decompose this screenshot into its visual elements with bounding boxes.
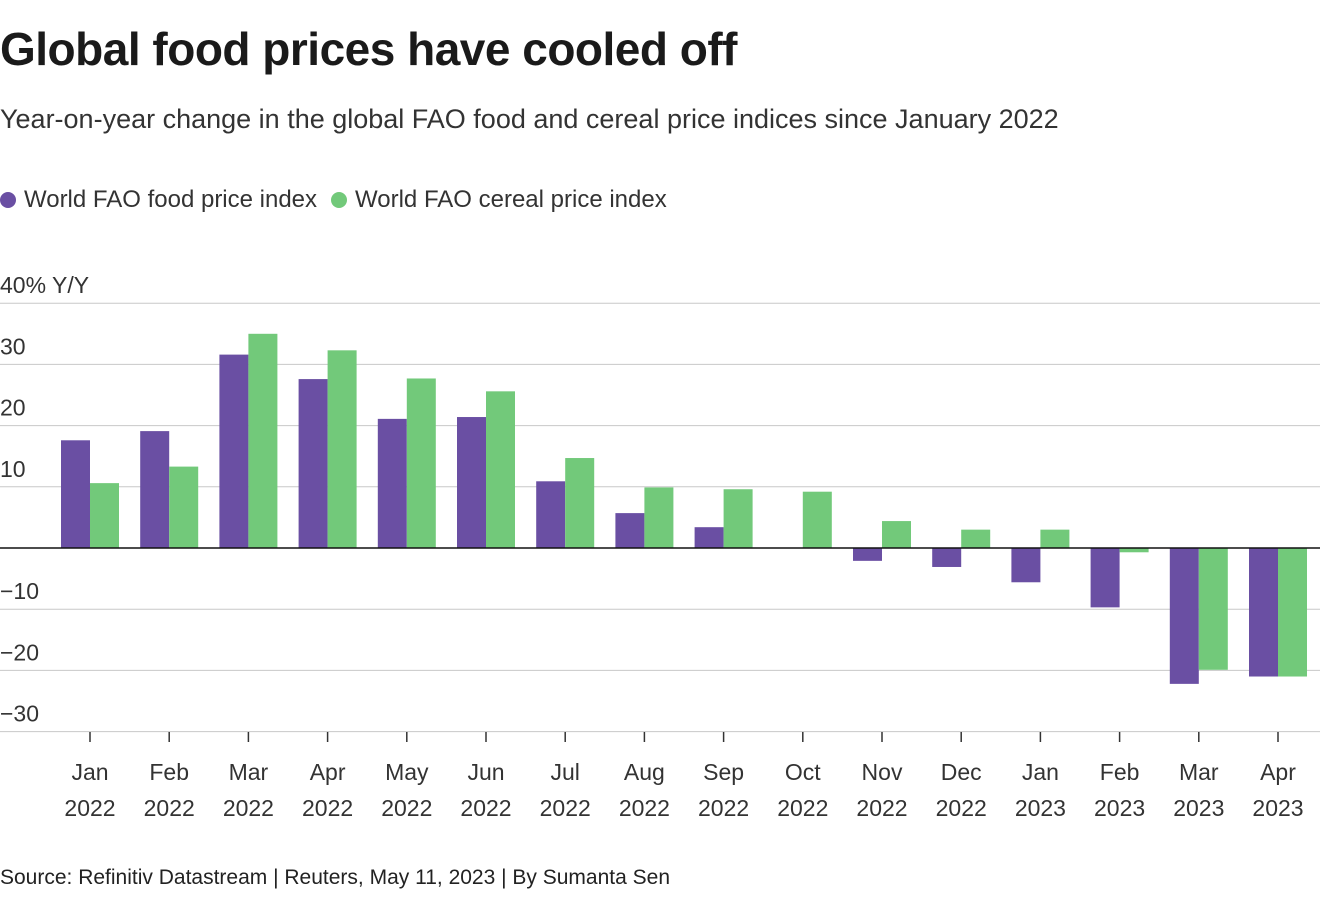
x-tick-label-year: 2022 <box>223 795 274 821</box>
bar-food <box>61 440 90 548</box>
legend-label-food: World FAO food price index <box>24 186 318 213</box>
x-tick-label-year: 2022 <box>460 795 511 821</box>
x-tick-label-year: 2022 <box>936 795 987 821</box>
x-tick-label-month: Mar <box>229 759 269 785</box>
x-tick-label-month: Feb <box>149 759 189 785</box>
bar-cereal <box>1198 548 1228 670</box>
x-tick-label-year: 2022 <box>540 795 591 821</box>
x-tick-label-year: 2022 <box>619 795 670 821</box>
x-tick-label-month: Dec <box>941 759 982 785</box>
y-tick-label: −20 <box>0 639 39 665</box>
bar-cereal <box>1119 548 1149 553</box>
bar-food <box>1090 548 1120 608</box>
bar-cereal <box>90 483 119 548</box>
bar-food <box>694 527 724 548</box>
legend: World FAO food price index World FAO cer… <box>0 186 681 214</box>
x-tick-label-month: Aug <box>624 759 665 785</box>
y-tick-label: 30 <box>0 333 26 359</box>
bar-cereal <box>248 333 278 548</box>
bar-cereal <box>327 350 357 548</box>
bar-cereal <box>486 391 515 548</box>
legend-swatch-food <box>0 192 16 208</box>
x-tick-label-year: 2022 <box>777 795 828 821</box>
legend-item-food: World FAO food price index <box>0 186 317 214</box>
bar-food <box>853 548 882 561</box>
bar-food <box>932 548 962 567</box>
x-tick-label-month: Apr <box>1260 759 1296 785</box>
y-tick-label: 40% Y/Y <box>0 272 89 298</box>
bar-food <box>298 379 328 548</box>
x-tick-label-month: Mar <box>1179 759 1219 785</box>
bar-cereal <box>565 458 595 548</box>
x-tick-label-month: Apr <box>310 759 346 785</box>
bar-cereal <box>723 489 753 548</box>
x-tick-label-year: 2023 <box>1252 795 1303 821</box>
legend-swatch-cereal <box>331 192 348 208</box>
bar-chart: 40% Y/Y 30 20 10 −10 −20 −30 Jan 2022 Feb 2022 Mar 2… <box>0 272 1320 821</box>
bar-food <box>536 481 566 548</box>
x-tick-label-year: 2022 <box>856 795 907 821</box>
y-tick-label: −10 <box>0 578 39 604</box>
legend-item-cereal: World FAO cereal price index <box>331 186 667 214</box>
bar-food <box>1011 548 1041 583</box>
bar-cereal <box>802 491 832 548</box>
y-tick-label: 20 <box>0 395 26 421</box>
y-tick-label: −30 <box>0 701 39 727</box>
chart-subtitle: Year-on-year change in the global FAO fo… <box>0 104 1059 134</box>
x-tick-label-year: 2023 <box>1094 795 1145 821</box>
x-tick-label-month: Jan <box>1022 759 1059 785</box>
bar-cereal <box>406 378 436 548</box>
x-tick-label-year: 2022 <box>144 795 195 821</box>
x-tick-label-month: Jun <box>467 759 504 785</box>
x-tick-label-year: 2022 <box>381 795 432 821</box>
x-tick-label-month: Jul <box>550 759 579 785</box>
bar-food <box>219 354 249 548</box>
bar-cereal <box>644 487 674 548</box>
x-tick-label-year: 2022 <box>698 795 749 821</box>
x-tick-label-month: May <box>385 759 429 785</box>
bar-food <box>140 431 170 548</box>
x-tick-label-year: 2023 <box>1015 795 1066 821</box>
source-note: Source: Refinitiv Datastream | Reuters, … <box>0 866 671 889</box>
bar-cereal <box>1040 529 1070 548</box>
x-tick-label-month: Oct <box>785 759 821 785</box>
legend-label-cereal: World FAO cereal price index <box>355 186 667 213</box>
bar-cereal <box>961 529 991 548</box>
x-tick-label-year: 2022 <box>64 795 115 821</box>
y-tick-label: 10 <box>0 456 26 482</box>
bar-food <box>457 417 486 548</box>
x-tick-label-month: Nov <box>862 759 903 785</box>
bar-food <box>615 513 645 548</box>
x-tick-label-month: Jan <box>71 759 108 785</box>
chart-title: Global food prices have cooled off <box>0 23 738 75</box>
bar-food <box>377 418 407 548</box>
x-tick-label-month: Sep <box>703 759 744 785</box>
x-tick-label-year: 2023 <box>1173 795 1224 821</box>
bar-food <box>1169 548 1199 684</box>
bar-cereal <box>1278 548 1307 677</box>
bar-food <box>1249 548 1278 677</box>
bar-cereal <box>169 466 199 548</box>
x-tick-label-year: 2022 <box>302 795 353 821</box>
bar-cereal <box>882 521 911 548</box>
x-tick-label-month: Feb <box>1100 759 1140 785</box>
